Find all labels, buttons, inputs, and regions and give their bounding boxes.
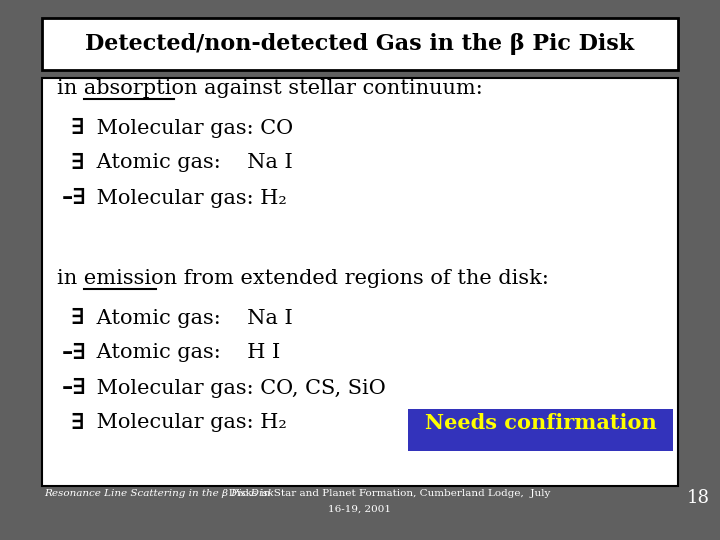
Text: Atomic gas:    H I: Atomic gas: H I	[90, 343, 280, 362]
Bar	[42, 78, 678, 486]
Text: Resonance Line Scattering in the β Pic Disk: Resonance Line Scattering in the β Pic D…	[44, 489, 274, 497]
Bar	[42, 18, 678, 70]
Text: Molecular gas: CO: Molecular gas: CO	[90, 118, 293, 138]
Text: Atomic gas:    Na I: Atomic gas: Na I	[90, 308, 293, 327]
Bar	[408, 409, 673, 451]
Text: Molecular gas: H₂: Molecular gas: H₂	[90, 188, 287, 207]
Text: 18: 18	[686, 489, 709, 507]
Text: Detected/non-detected Gas in the β Pic Disk: Detected/non-detected Gas in the β Pic D…	[86, 33, 634, 55]
Text: : Disks in Star and Planet Formation, Cumberland Lodge,  July: : Disks in Star and Planet Formation, Cu…	[222, 489, 551, 497]
Text: Molecular gas: CO, CS, SiO: Molecular gas: CO, CS, SiO	[90, 379, 386, 397]
Text: Atomic gas:    Na I: Atomic gas: Na I	[90, 153, 293, 172]
Text: in emission from extended regions of the disk:: in emission from extended regions of the…	[57, 268, 549, 287]
Text: –∃: –∃	[62, 342, 87, 364]
Text: in absorption against stellar continuum:: in absorption against stellar continuum:	[57, 78, 482, 98]
Text: Molecular gas: H₂: Molecular gas: H₂	[90, 414, 287, 433]
Text: ∃: ∃	[70, 152, 84, 174]
Text: Needs confirmation: Needs confirmation	[425, 413, 657, 433]
Text: ∃: ∃	[70, 307, 84, 329]
Text: ∃: ∃	[70, 117, 84, 139]
Text: –∃: –∃	[62, 377, 87, 399]
Text: ∃: ∃	[70, 412, 84, 434]
Text: 16-19, 2001: 16-19, 2001	[328, 504, 392, 514]
Text: –∃: –∃	[62, 187, 87, 209]
